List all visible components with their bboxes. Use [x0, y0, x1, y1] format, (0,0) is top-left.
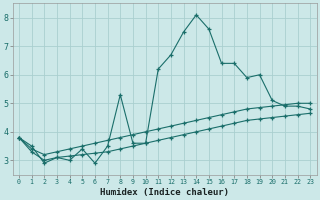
X-axis label: Humidex (Indice chaleur): Humidex (Indice chaleur)	[100, 188, 229, 197]
